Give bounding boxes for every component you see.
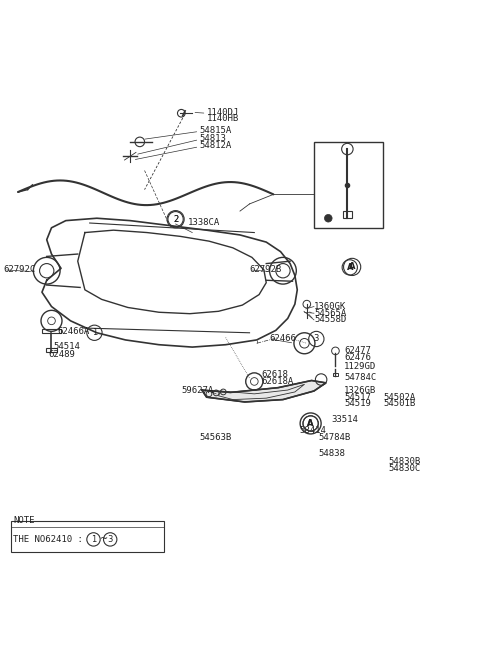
Text: 62792B: 62792B <box>250 265 282 274</box>
Text: A: A <box>347 263 353 272</box>
Text: 54784C: 54784C <box>344 373 376 382</box>
Text: 1360GK: 1360GK <box>314 302 346 311</box>
Text: 62476: 62476 <box>344 353 371 361</box>
Text: 3: 3 <box>108 535 113 544</box>
Text: 54502A: 54502A <box>383 393 415 401</box>
Text: 62466: 62466 <box>270 335 297 344</box>
Text: 58414: 58414 <box>300 426 326 435</box>
Text: 1140HB: 1140HB <box>206 115 239 123</box>
Text: 54813: 54813 <box>199 134 226 142</box>
Text: 3: 3 <box>313 335 319 344</box>
Text: 54519: 54519 <box>344 400 371 409</box>
Text: 54838: 54838 <box>319 449 346 458</box>
Text: 54815A: 54815A <box>199 126 232 135</box>
Text: 2: 2 <box>173 215 178 224</box>
Text: 54565A: 54565A <box>314 309 346 318</box>
Text: 1326GB: 1326GB <box>344 386 376 395</box>
Text: 54812A: 54812A <box>199 141 232 150</box>
Polygon shape <box>202 380 326 402</box>
Circle shape <box>324 215 332 222</box>
Text: 1338CA: 1338CA <box>188 218 220 226</box>
Text: 2: 2 <box>173 215 178 224</box>
Text: 62618A: 62618A <box>262 377 294 386</box>
Text: 62477: 62477 <box>344 346 371 355</box>
Text: 1: 1 <box>92 328 97 337</box>
Text: 59627A: 59627A <box>182 386 214 396</box>
Bar <box>333 373 338 376</box>
Text: ~: ~ <box>100 535 108 544</box>
Text: 62489: 62489 <box>48 350 75 359</box>
Text: 54830B: 54830B <box>388 457 420 466</box>
Bar <box>42 329 61 333</box>
Text: THE NO62410 :: THE NO62410 : <box>13 535 89 544</box>
Text: 54563B: 54563B <box>199 433 232 441</box>
Bar <box>314 142 383 228</box>
Text: A: A <box>307 419 314 428</box>
Text: 54517: 54517 <box>344 393 371 401</box>
Text: A: A <box>307 419 314 428</box>
Text: 54514: 54514 <box>53 342 80 351</box>
Text: 1140DJ: 1140DJ <box>206 108 239 117</box>
Text: 62618: 62618 <box>262 370 288 379</box>
Text: A: A <box>349 262 355 272</box>
Text: 1: 1 <box>91 535 96 544</box>
Bar <box>11 522 164 552</box>
Text: 54830C: 54830C <box>388 464 420 473</box>
Text: 54558D: 54558D <box>314 316 346 324</box>
Text: 62466A: 62466A <box>58 327 90 337</box>
Text: 54501B: 54501B <box>383 400 415 409</box>
Bar <box>46 348 57 352</box>
Text: 33514: 33514 <box>332 415 359 424</box>
Text: NOTE: NOTE <box>13 516 35 525</box>
Text: 1129GD: 1129GD <box>344 361 376 371</box>
Text: 54784B: 54784B <box>319 433 351 441</box>
Text: 62792C: 62792C <box>4 265 36 274</box>
Bar <box>343 211 352 218</box>
